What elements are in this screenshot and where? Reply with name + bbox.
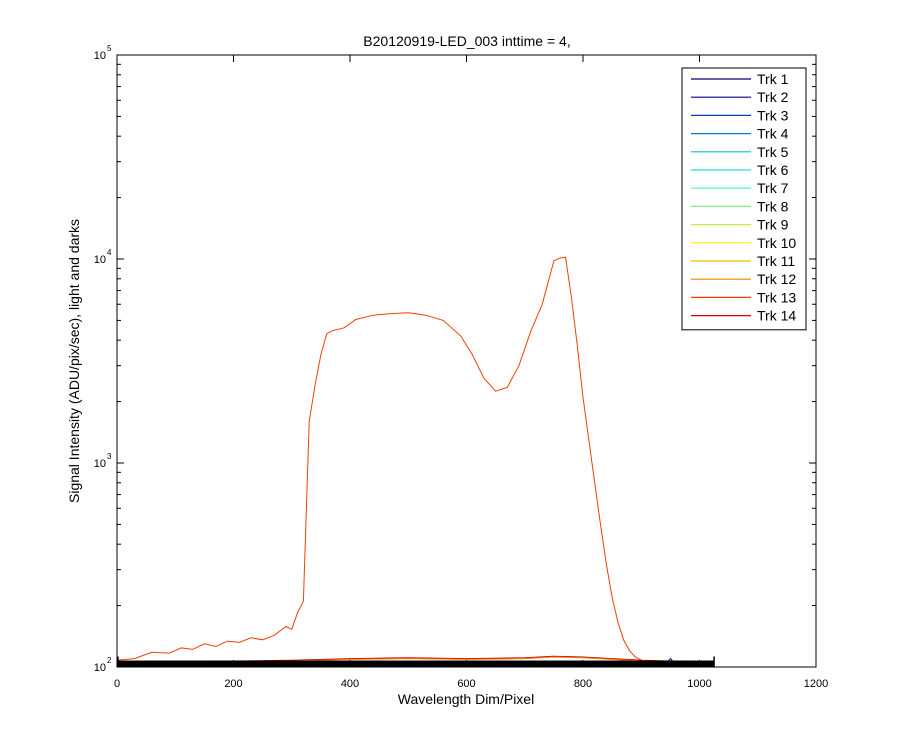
legend-item: Trk 10 [691, 235, 796, 251]
legend-item: Trk 6 [691, 162, 789, 178]
legend-item: Trk 13 [691, 289, 796, 305]
y-tick-label: 103 [94, 452, 112, 470]
chart-title: B20120919-LED_003 inttime = 4, [363, 33, 570, 49]
dark-noise-band [117, 656, 715, 667]
y-tick-base: 10 [94, 50, 106, 62]
x-tick-label: 400 [341, 678, 359, 690]
x-tick-label: 200 [224, 678, 242, 690]
y-tick-base: 10 [94, 458, 106, 470]
legend-label: Trk 12 [757, 271, 796, 287]
x-tick-label: 0 [114, 678, 120, 690]
legend-item: Trk 4 [691, 126, 789, 142]
series-line-1 [116, 256, 715, 664]
y-tick-base: 10 [94, 254, 106, 266]
legend-label: Trk 6 [757, 162, 789, 178]
legend-label: Trk 5 [757, 144, 789, 160]
y-tick-exponent: 5 [107, 44, 112, 53]
legend-item: Trk 7 [691, 180, 789, 196]
legend-label: Trk 14 [757, 308, 796, 324]
legend-label: Trk 9 [757, 217, 789, 233]
legend-label: Trk 1 [757, 71, 789, 87]
legend-label: Trk 3 [757, 107, 789, 123]
y-axis-label: Signal Intensity (ADU/pix/sec), light an… [66, 219, 82, 503]
legend: Trk 1 Trk 2 Trk 3 Trk 4 Trk 5 Trk 6 Trk 7 Trk 8… [681, 67, 807, 331]
x-tick-labels: 0 200 400 600 800 1000 1200 [114, 678, 828, 690]
legend-item: Trk 2 [691, 89, 789, 105]
legend-item: Trk 9 [691, 217, 789, 233]
legend-label: Trk 2 [757, 89, 789, 105]
dark-level-band [117, 660, 715, 667]
legend-label: Trk 8 [757, 198, 789, 214]
x-axis-label: Wavelength Dim/Pixel [398, 691, 534, 707]
y-tick-label: 104 [94, 248, 112, 266]
y-tick-base: 10 [94, 662, 106, 674]
tick-marks [116, 54, 817, 668]
x-tick-label: 1200 [804, 678, 828, 690]
legend-label: Trk 4 [757, 126, 789, 142]
x-tick-label: 800 [574, 678, 592, 690]
legend-item: Trk 5 [691, 144, 789, 160]
legend-item: Trk 14 [691, 308, 796, 324]
legend-item: Trk 12 [691, 271, 796, 287]
legend-item: Trk 11 [691, 253, 795, 269]
legend-item: Trk 3 [691, 107, 789, 123]
x-tick-label: 1000 [687, 678, 711, 690]
legend-label: Trk 13 [757, 289, 796, 305]
x-tick-label: 600 [457, 678, 475, 690]
y-tick-exponent: 2 [107, 656, 112, 665]
y-tick-label: 102 [94, 656, 112, 674]
legend-box [681, 67, 807, 331]
y-tick-exponent: 3 [107, 452, 112, 461]
legend-label: Trk 11 [757, 253, 795, 269]
legend-item: Trk 8 [691, 198, 789, 214]
y-tick-label: 105 [94, 44, 112, 62]
legend-item: Trk 1 [691, 71, 789, 87]
y-tick-exponent: 4 [107, 248, 112, 257]
legend-label: Trk 7 [757, 180, 789, 196]
legend-label: Trk 10 [757, 235, 796, 251]
